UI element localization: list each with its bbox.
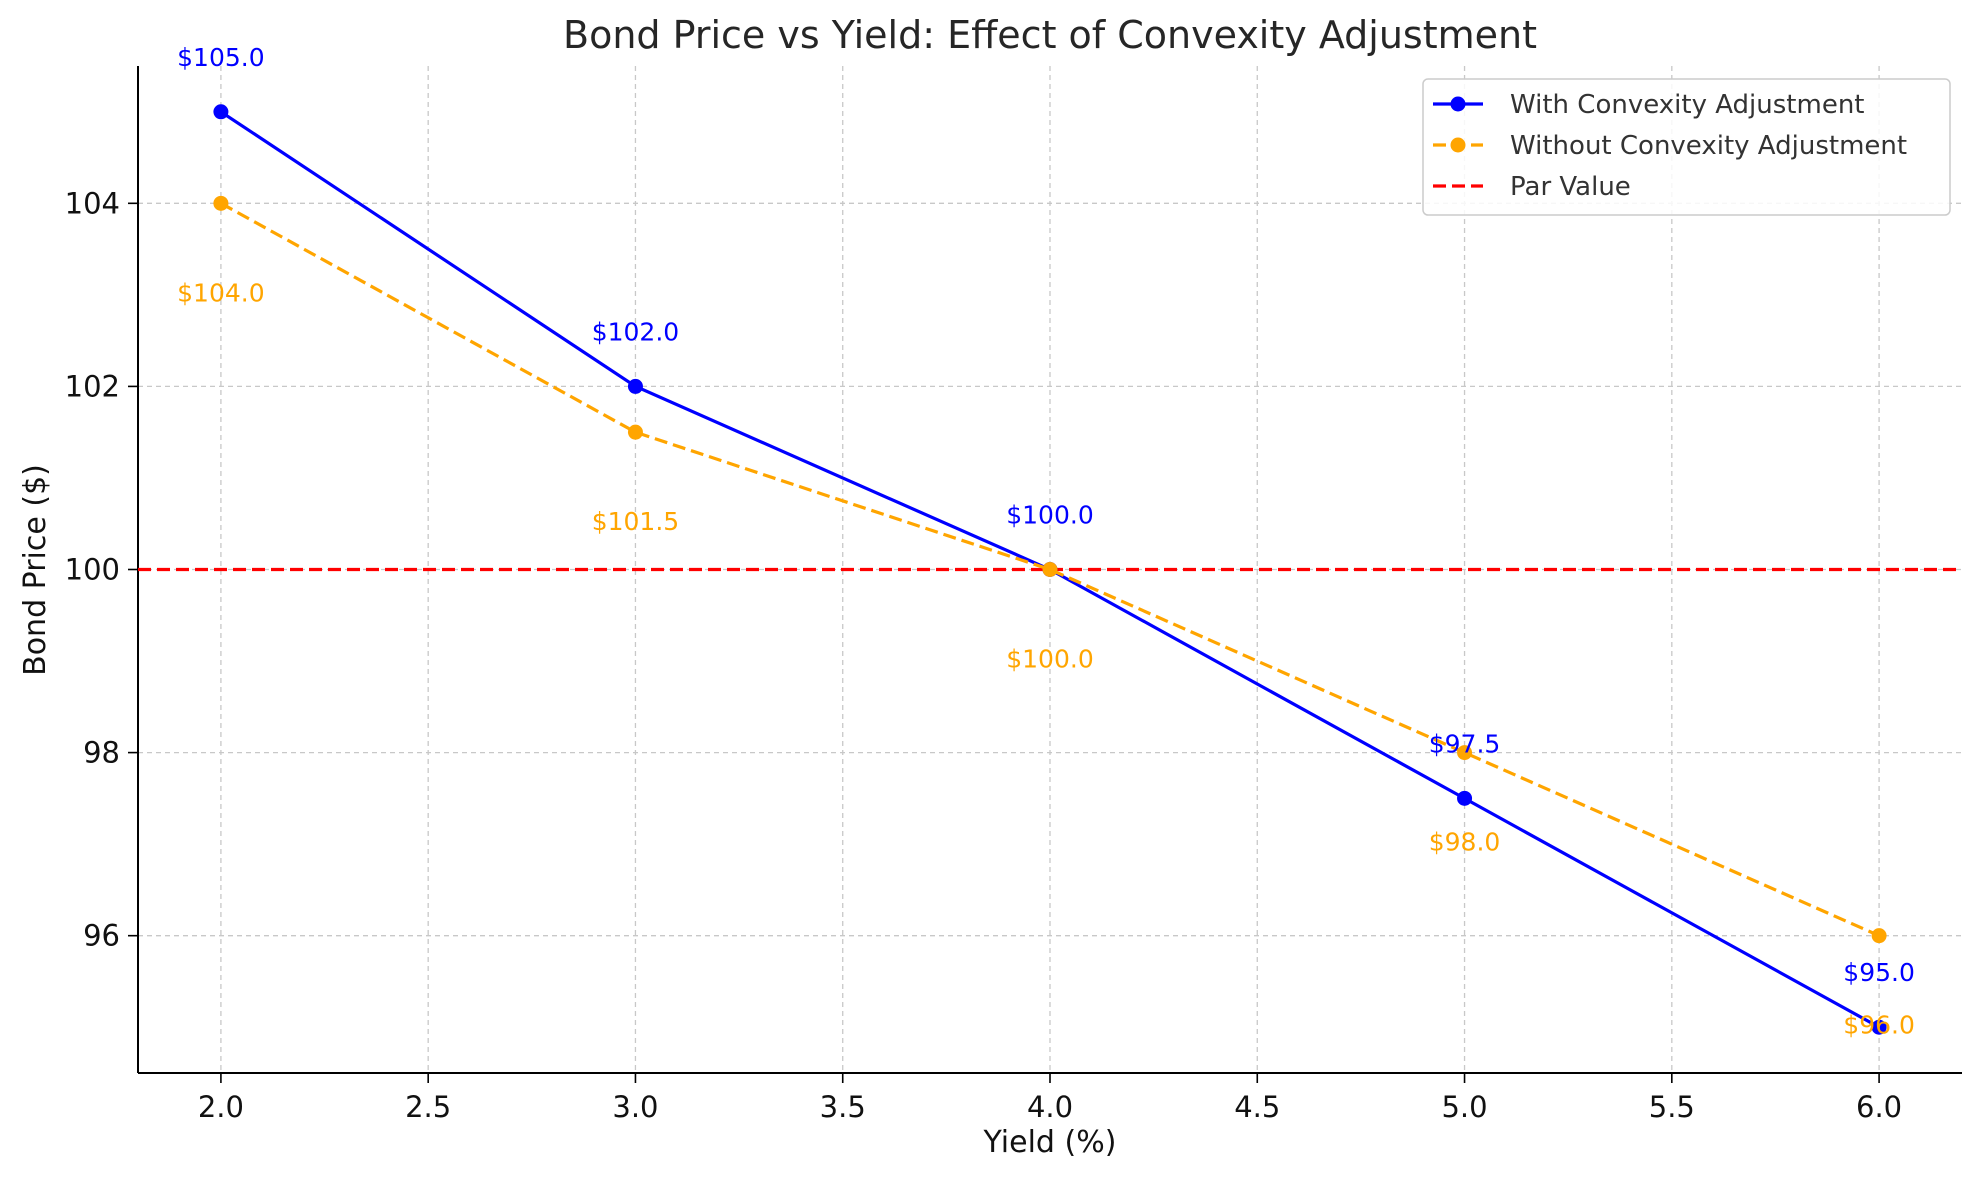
data-label: $102.0 [592, 317, 679, 346]
x-tick-label: 4.5 [1234, 1090, 1280, 1124]
data-label: $105.0 [177, 43, 264, 72]
series-1-point [213, 195, 229, 211]
data-labels: $105.0 $102.0 $100.0 $97.5 $95.0 $104.0 $101.5… [177, 43, 1915, 1040]
series-0-point [627, 378, 643, 394]
series-1-point [1871, 928, 1887, 944]
series-1-point [1042, 562, 1058, 577]
x-tick-label: 5.5 [1649, 1090, 1695, 1124]
data-label: $97.5 [1429, 729, 1501, 758]
y-tick-label: 100 [65, 553, 120, 587]
legend-label: With Convexity Adjustment [1510, 90, 1865, 120]
series-1-point [1457, 745, 1473, 761]
x-tick-label: 5.0 [1441, 1090, 1487, 1124]
legend-label: Par Value [1510, 172, 1631, 202]
series-group [213, 104, 1887, 1035]
series-0-point [1871, 1019, 1887, 1035]
y-tick-label: 102 [65, 369, 120, 403]
x-tick-label: 3.5 [820, 1090, 866, 1124]
data-label: $101.5 [592, 507, 679, 536]
legend-marker [1450, 137, 1466, 153]
legend: With Convexity Adjustment Without Convexi… [1422, 78, 1951, 216]
chart-title: Bond Price vs Yield: Effect of Convexity… [563, 13, 1537, 57]
x-axis-label: Yield (%) [983, 1125, 1117, 1160]
series-1-point [627, 424, 643, 440]
data-label: $100.0 [1006, 501, 1093, 530]
data-label: $95.0 [1843, 958, 1915, 987]
y-tick-label: 96 [83, 919, 120, 953]
legend-marker [1450, 96, 1466, 112]
y-tick-label: 104 [65, 186, 120, 220]
data-label: $100.0 [1006, 645, 1093, 674]
data-label: $104.0 [177, 278, 264, 307]
x-tick-label: 2.0 [198, 1090, 244, 1124]
series-0-point [213, 104, 229, 120]
y-axis-label: Bond Price ($) [18, 464, 53, 676]
legend-frame [1422, 78, 1951, 216]
data-label: $98.0 [1429, 828, 1501, 857]
legend-label: Without Convexity Adjustment [1510, 131, 1907, 161]
x-tick-label: 3.0 [612, 1090, 658, 1124]
x-tick-label: 2.5 [405, 1090, 451, 1124]
axes: 2.0 2.5 3.0 3.5 4.0 4.5 5.0 5.5 6.0 96 98 100 102 104 [65, 66, 1962, 1124]
y-tick-label: 98 [83, 736, 120, 770]
x-tick-label: 4.0 [1027, 1090, 1073, 1124]
series-line-1 [220, 201, 1880, 938]
x-tick-label: 6.0 [1856, 1090, 1902, 1124]
series-0-point [1457, 790, 1473, 806]
data-label: $96.0 [1843, 1011, 1915, 1040]
